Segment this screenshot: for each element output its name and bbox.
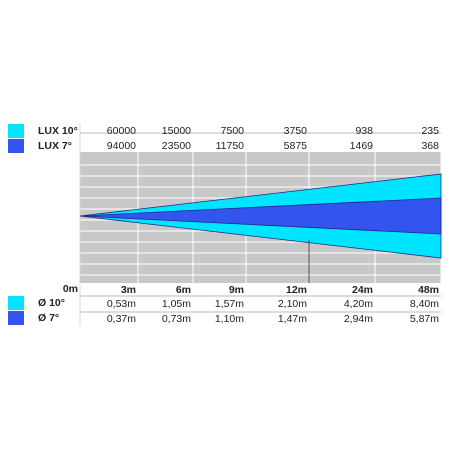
- lux-value: 60000: [106, 125, 136, 137]
- lux-value: 11750: [215, 140, 244, 152]
- lux-value: 368: [421, 140, 439, 152]
- lux-value: 938: [355, 125, 373, 137]
- lux-value: 23500: [161, 140, 191, 152]
- legend-swatch-diameter-7: [8, 311, 24, 325]
- distance-label: 24m: [351, 284, 373, 296]
- diameter-value: 4,20m: [343, 298, 373, 310]
- beam-7-deg: [79, 197, 442, 235]
- diameter-value: 2,10m: [277, 298, 307, 310]
- legend-label-lux-10: LUX 10°: [38, 125, 78, 137]
- distance-label: 6m: [175, 284, 191, 296]
- distance-label: 12m: [285, 284, 307, 296]
- lux-value: 1469: [349, 140, 373, 152]
- diameter-value: 1,05m: [161, 298, 191, 310]
- diameter-value: 5,87m: [409, 313, 439, 325]
- lux-value: 7500: [220, 125, 244, 137]
- legend-swatch-lux-7: [8, 139, 24, 153]
- lux-value: 235: [421, 125, 439, 137]
- lux-value: 5875: [283, 140, 307, 152]
- diameter-value: 1,47m: [277, 313, 307, 325]
- diameter-value: 0,73m: [161, 313, 191, 325]
- lux-value: 94000: [106, 140, 136, 152]
- legend-label-diameter-7: Ø 7°: [38, 312, 60, 324]
- legend-swatch-diameter-10: [8, 296, 24, 310]
- diameter-value: 0,37m: [106, 313, 136, 325]
- diameter-value: 8,40m: [409, 298, 439, 310]
- distance-label: 3m: [120, 284, 136, 296]
- diameter-value: 2,94m: [343, 313, 373, 325]
- diameter-value: 1,10m: [214, 313, 244, 325]
- distance-label-0: 0m: [62, 283, 78, 295]
- legend-label-diameter-10: Ø 10°: [38, 297, 65, 309]
- lux-value: 3750: [283, 125, 307, 137]
- lux-value: 15000: [161, 125, 191, 137]
- diameter-value: 1,57m: [214, 298, 244, 310]
- legend-label-lux-7: LUX 7°: [38, 140, 72, 152]
- legend-swatch-lux-10: [8, 124, 24, 138]
- diameter-value: 0,53m: [106, 298, 136, 310]
- distance-label: 9m: [228, 284, 244, 296]
- distance-label: 48m: [417, 284, 439, 296]
